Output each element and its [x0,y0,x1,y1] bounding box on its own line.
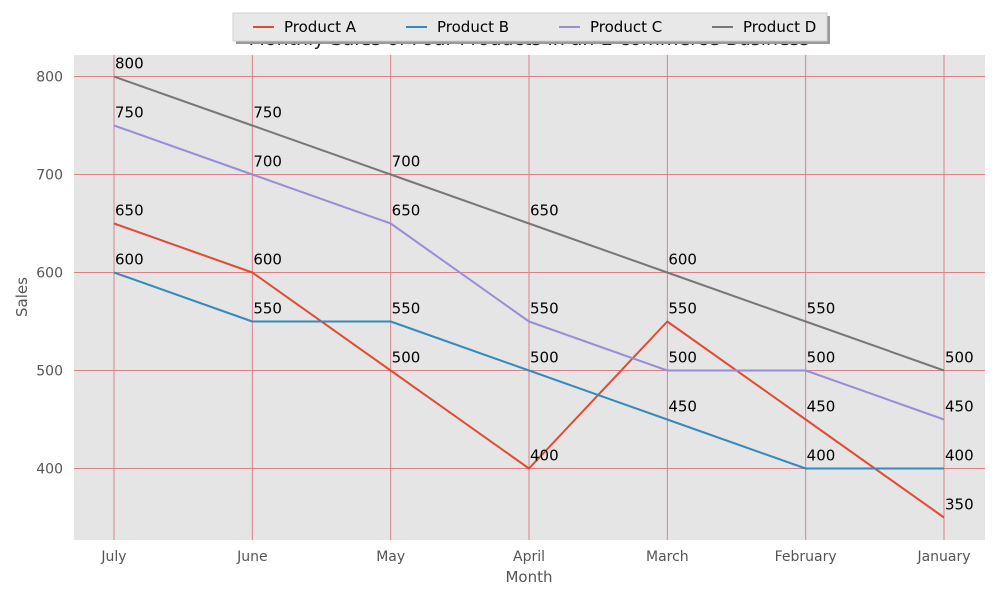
y-tick-labels: 400 500 600 700 800 [36,70,63,478]
data-label-product-d-may: 700 [392,153,421,171]
data-label-product-d-march: 600 [668,251,697,269]
data-label-product-d-july: 800 [115,55,144,73]
legend-label-product-d: Product D [743,18,816,36]
data-label-product-a-april: 400 [530,446,559,464]
y-axis-label: Sales [13,277,31,317]
legend-label-product-c: Product C [590,18,662,36]
data-label-product-b-june: 550 [253,300,282,318]
x-axis-label: Month [505,568,552,586]
data-label-product-c-may: 650 [392,202,421,220]
data-label-product-d-april: 650 [530,202,559,220]
y-tick-600: 600 [36,266,63,282]
data-label-product-d-june: 750 [253,104,282,122]
series-line-product-c [113,124,945,421]
data-label-product-a-january: 350 [945,495,974,513]
x-tick-january: January [916,549,970,565]
x-tick-march: March [646,549,689,565]
series-line-product-d [113,75,945,372]
data-label-product-a-july: 650 [115,202,144,220]
series-line-product-a [113,222,945,519]
grid [74,55,985,540]
series-lines [113,75,945,519]
x-tick-april: April [513,549,545,565]
data-label-product-b-january: 400 [945,446,974,464]
x-tick-july: July [100,549,126,565]
data-label-product-d-january: 500 [945,348,974,366]
data-label-product-c-july: 750 [115,104,144,122]
data-label-product-a-may: 500 [392,348,421,366]
x-tick-february: February [775,549,837,565]
legend-items: Product A Product B Product C Product D [253,18,816,36]
y-tick-700: 700 [36,168,63,184]
data-label-product-c-january: 450 [945,397,974,415]
data-label-product-b-may: 550 [392,300,421,318]
data-label-product-c-april: 550 [530,300,559,318]
legend-label-product-a: Product A [284,18,357,36]
legend-label-product-b: Product B [437,18,509,36]
x-tick-june: June [236,549,268,565]
x-tick-labels: July June May April March February January [100,549,970,565]
y-tick-500: 500 [36,363,63,379]
data-label-product-c-march: 500 [668,348,697,366]
data-label-product-a-february: 450 [807,397,836,415]
data-label-product-a-march: 550 [668,300,697,318]
y-tick-400: 400 [36,461,63,477]
legend: Product A Product B Product C Product D [232,12,830,44]
data-label-product-c-february: 500 [807,348,836,366]
data-label-product-b-april: 500 [530,348,559,366]
data-label-product-b-july: 600 [115,251,144,269]
data-label-product-c-june: 700 [253,153,282,171]
data-label-product-d-february: 550 [807,300,836,318]
data-labels: 650 600 500 400 550 450 350 600 550 550 500 450 400 4… [115,55,974,514]
y-tick-800: 800 [36,70,63,86]
data-label-product-b-march: 450 [668,397,697,415]
data-label-product-b-february: 400 [807,446,836,464]
x-tick-may: May [376,549,405,565]
data-label-product-a-june: 600 [253,251,282,269]
series-line-product-b [113,271,944,470]
